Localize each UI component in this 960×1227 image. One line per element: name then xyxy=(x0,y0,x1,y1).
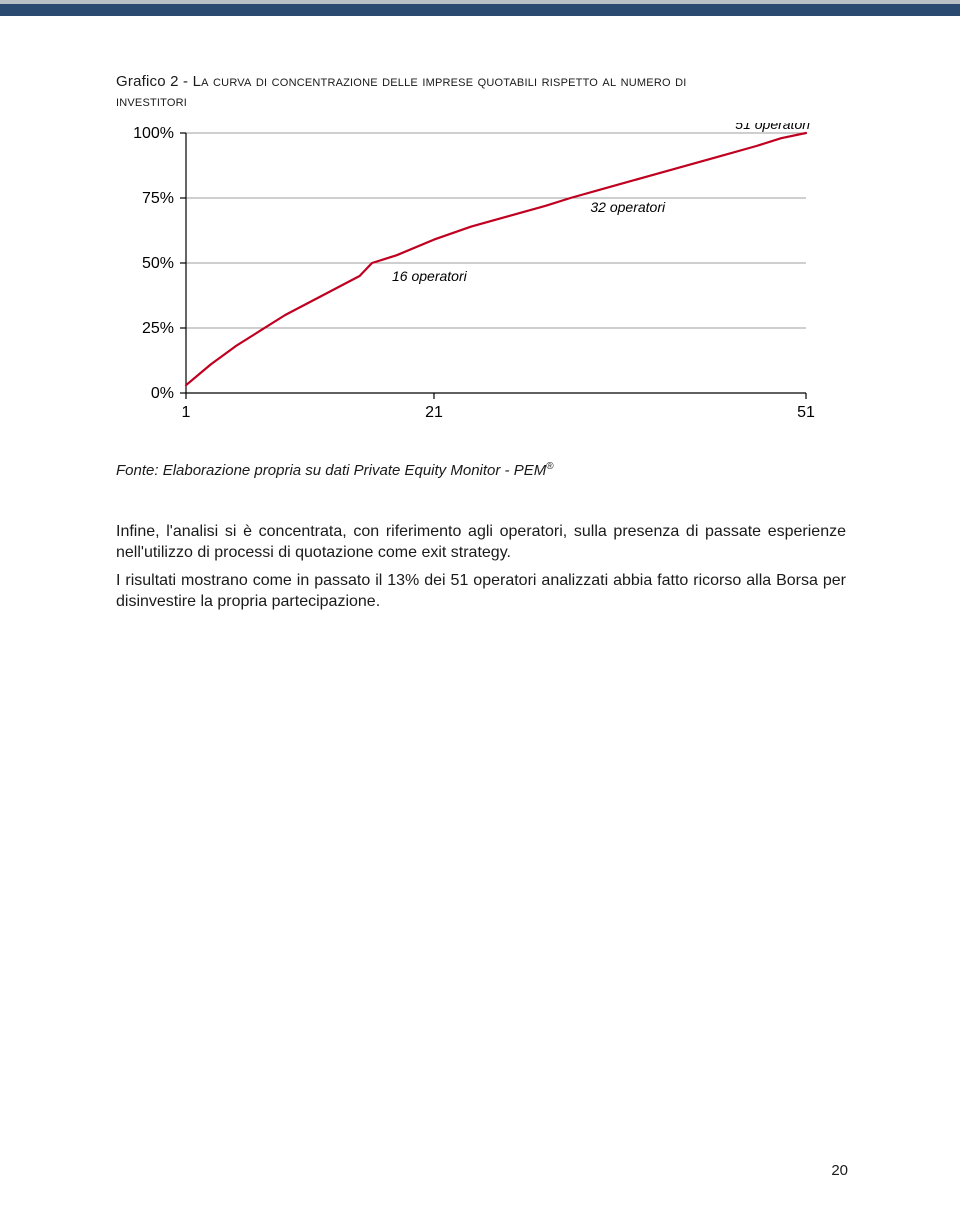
svg-text:75%: 75% xyxy=(142,190,174,207)
paragraph-2: I risultati mostrano come in passato il … xyxy=(116,570,846,613)
svg-text:100%: 100% xyxy=(133,125,174,142)
paragraph-1: Infine, l'analisi si è concentrata, con … xyxy=(116,521,846,564)
svg-text:50%: 50% xyxy=(142,255,174,272)
svg-text:21: 21 xyxy=(425,404,443,421)
svg-text:51: 51 xyxy=(797,404,815,421)
svg-text:51 operatori: 51 operatori xyxy=(735,123,811,132)
svg-text:16 operatori: 16 operatori xyxy=(392,268,468,284)
source-reg-mark: ® xyxy=(546,461,553,472)
header-band xyxy=(0,0,960,22)
svg-text:0%: 0% xyxy=(151,385,174,402)
caption-line2: investitori xyxy=(116,93,187,110)
caption-line1: La curva di concentrazione delle imprese… xyxy=(193,73,687,90)
svg-text:32 operatori: 32 operatori xyxy=(590,199,666,215)
figure-caption: Grafico 2 - La curva di concentrazione d… xyxy=(116,72,846,113)
caption-prefix: Grafico 2 - xyxy=(116,73,193,90)
page-number: 20 xyxy=(831,1162,848,1179)
svg-text:1: 1 xyxy=(182,404,191,421)
source-line: Fonte: Elaborazione propria su dati Priv… xyxy=(116,461,846,479)
chart-svg: 0% 25% 50% 75% 100% 1 21 51 51 operatori 32 opera… xyxy=(116,123,846,423)
body-text: Infine, l'analisi si è concentrata, con … xyxy=(116,521,846,613)
header-bar-dark xyxy=(0,4,960,16)
page-content: Grafico 2 - La curva di concentrazione d… xyxy=(116,72,846,619)
source-text: Fonte: Elaborazione propria su dati Priv… xyxy=(116,462,546,479)
concentration-chart: 0% 25% 50% 75% 100% 1 21 51 51 operatori 32 opera… xyxy=(116,123,846,443)
svg-text:25%: 25% xyxy=(142,320,174,337)
